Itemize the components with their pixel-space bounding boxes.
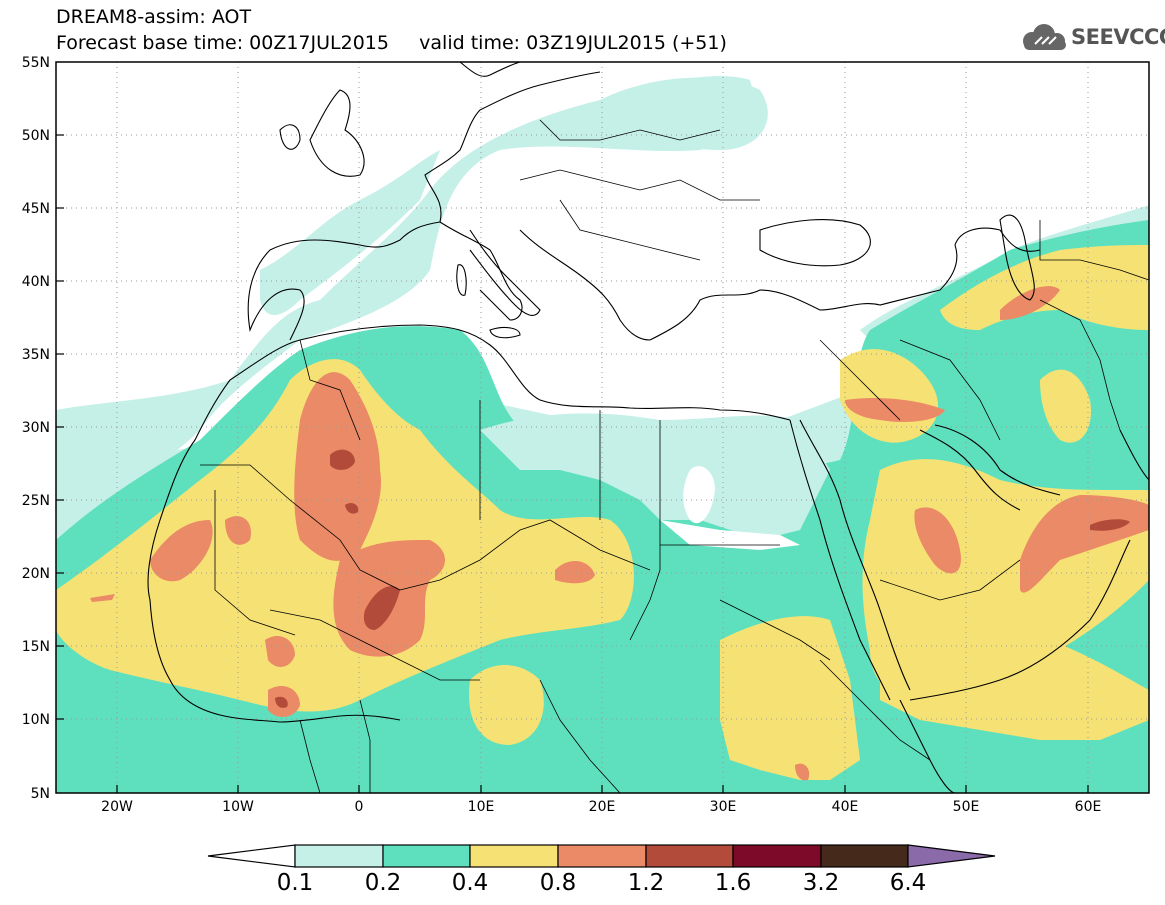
lat-labels: 55N 50N 45N 40N 35N 30N 25N 20N 15N 10N … bbox=[22, 55, 50, 802]
aot-field bbox=[56, 62, 1149, 793]
lat-label: 5N bbox=[31, 786, 50, 802]
lon-label: 10E bbox=[468, 799, 495, 815]
colorbar-label: 3.2 bbox=[802, 870, 840, 896]
colorbar-label: 0.8 bbox=[539, 870, 577, 896]
lon-label: 60E bbox=[1075, 799, 1102, 815]
logo-text: SEEVCCC bbox=[1071, 25, 1165, 49]
lat-label: 45N bbox=[22, 201, 50, 217]
map-grid bbox=[56, 62, 1149, 793]
colorbar-label: 0.2 bbox=[364, 870, 402, 896]
colorbar-label: 0.1 bbox=[276, 870, 314, 896]
lon-label: 50E bbox=[953, 799, 980, 815]
forecast-time-line: Forecast base time: 00Z17JUL2015 valid t… bbox=[56, 32, 727, 54]
colorbar-under-arrow bbox=[207, 844, 296, 868]
lon-label: 40E bbox=[832, 799, 859, 815]
colorbar-label: 1.6 bbox=[714, 870, 752, 896]
lat-label: 15N bbox=[22, 639, 50, 655]
colorbar-swatch bbox=[294, 844, 384, 868]
lat-label: 25N bbox=[22, 493, 50, 509]
colorbar-label: 1.2 bbox=[627, 870, 665, 896]
colorbar bbox=[207, 844, 996, 868]
colorbar-swatch bbox=[557, 844, 647, 868]
lat-label: 55N bbox=[22, 55, 50, 71]
lon-label: 0 bbox=[355, 799, 364, 815]
colorbar-label: 0.4 bbox=[451, 870, 489, 896]
lon-labels: 20W 10W 0 10E 20E 30E 40E 50E 60E bbox=[101, 799, 1101, 815]
lon-label: 30E bbox=[710, 799, 737, 815]
cloud-icon bbox=[1023, 24, 1066, 50]
coastlines bbox=[147, 62, 1149, 793]
forecast-base-time: Forecast base time: 00Z17JUL2015 bbox=[56, 32, 389, 54]
colorbar-swatch bbox=[382, 844, 471, 868]
aot-band-1.2 bbox=[275, 449, 1130, 708]
colorbar-swatch bbox=[820, 844, 909, 868]
lat-label: 40N bbox=[22, 274, 50, 290]
colorbar-swatch bbox=[469, 844, 559, 868]
country-borders bbox=[200, 119, 1149, 793]
lat-label: 10N bbox=[22, 712, 50, 728]
lat-label: 20N bbox=[22, 566, 50, 582]
lon-label: 20W bbox=[101, 799, 133, 815]
lon-label: 10W bbox=[222, 799, 254, 815]
lon-label: 20E bbox=[589, 799, 616, 815]
map-title: DREAM8-assim: AOT bbox=[56, 6, 252, 28]
colorbar-over-arrow bbox=[907, 844, 996, 868]
colorbar-swatch bbox=[645, 844, 734, 868]
lat-label: 50N bbox=[22, 128, 50, 144]
colorbar-label: 6.4 bbox=[889, 870, 927, 896]
valid-time: valid time: 03Z19JUL2015 (+51) bbox=[419, 32, 727, 54]
colorbar-swatch bbox=[732, 844, 822, 868]
axis-ticks bbox=[56, 134, 1089, 793]
lat-label: 35N bbox=[22, 347, 50, 363]
lat-label: 30N bbox=[22, 420, 50, 436]
